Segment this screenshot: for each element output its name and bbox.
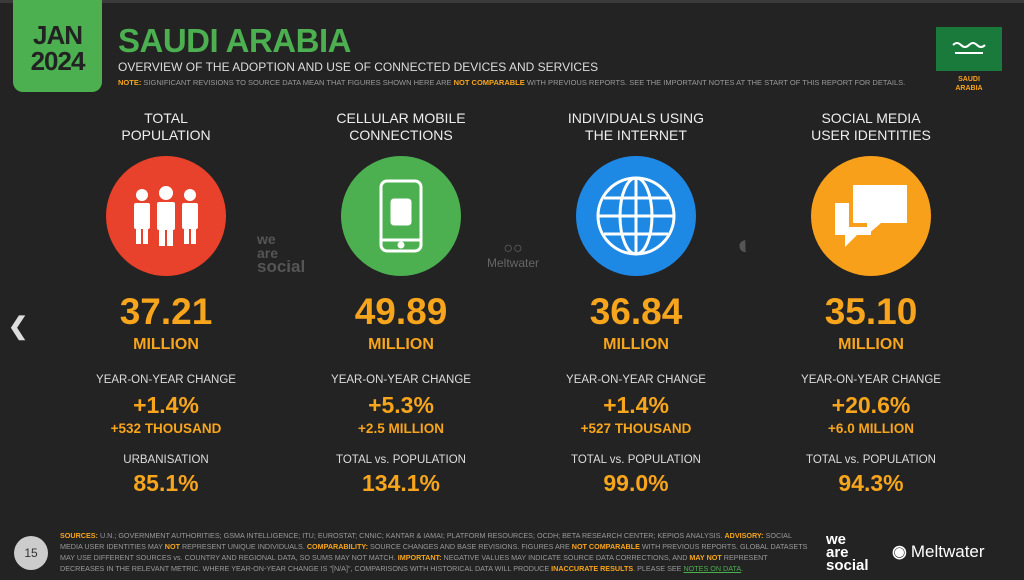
- note: NOTE: SIGNIFICANT REVISIONS TO SOURCE DA…: [118, 78, 905, 87]
- stat-value: 49.89: [354, 291, 448, 332]
- change-percent: +1.4%: [133, 392, 199, 418]
- footer-text: NOT COMPARABLE: [571, 542, 640, 551]
- stat-value: 35.10: [824, 291, 918, 332]
- logo-text: we: [826, 531, 847, 548]
- extra-value: 134.1%: [361, 470, 440, 496]
- stat-title-line: THE INTERNET: [585, 127, 687, 143]
- change-label: YEAR-ON-YEAR CHANGE: [801, 374, 941, 386]
- mobile-phone-icon: [341, 156, 461, 276]
- change-label: YEAR-ON-YEAR CHANGE: [566, 374, 706, 386]
- flag-label-line: ARABIA: [955, 85, 983, 92]
- stat-title: SOCIAL MEDIA USER IDENTITIES: [753, 110, 989, 146]
- extra-value: 99.0%: [603, 470, 669, 496]
- saudi-flag-icon: [936, 27, 1002, 71]
- logo-text: Meltwater: [910, 542, 985, 561]
- extra-value: 85.1%: [133, 470, 199, 496]
- change-label: YEAR-ON-YEAR CHANGE: [96, 374, 236, 386]
- wm-text: are: [257, 245, 279, 261]
- page-title: SAUDI ARABIA: [118, 22, 351, 59]
- notes-on-data-link[interactable]: NOTES ON DATA: [683, 564, 742, 573]
- footer-text: . PLEASE SEE: [633, 564, 684, 573]
- logo-text: are: [826, 544, 849, 561]
- logo-text: social: [826, 557, 869, 574]
- stat-title: TOTAL POPULATION: [48, 110, 284, 146]
- people-icon: [106, 156, 226, 276]
- stat-title-line: USER IDENTITIES: [811, 127, 931, 143]
- change-percent: +5.3%: [368, 392, 434, 418]
- date-year: 2024: [30, 46, 86, 76]
- note-text: SIGNIFICANT REVISIONS TO SOURCE DATA MEA…: [141, 78, 454, 87]
- sources-footer: SOURCES: U.N.; GOVERNMENT AUTHORITIES; G…: [60, 530, 812, 574]
- meltwater-watermark: ○○ Meltwater: [487, 240, 540, 271]
- stat-title: CELLULAR MOBILE CONNECTIONS: [283, 110, 519, 146]
- footer-text: ADVISORY:: [724, 531, 764, 540]
- date-month: JAN: [32, 20, 83, 50]
- stat-unit: MILLION: [838, 336, 904, 353]
- stat-total-population: TOTAL POPULATION 37.21 MILLION YEAR-ON-YE…: [48, 110, 284, 497]
- page-subtitle: OVERVIEW OF THE ADOPTION AND USE OF CONN…: [118, 60, 599, 74]
- change-percent: +1.4%: [603, 392, 669, 418]
- we-are-social-watermark: we are social: [257, 231, 306, 276]
- change-percent: +20.6%: [831, 392, 911, 418]
- change-absolute: +532 THOUSAND: [110, 421, 222, 436]
- top-bar: [0, 0, 1024, 3]
- footer-text: REPRESENT UNIQUE INDIVIDUALS.: [179, 542, 307, 551]
- extra-value: 94.3%: [838, 470, 904, 496]
- page-number: 15: [14, 536, 48, 570]
- footer-text: WITH PREVIOUS REPORTS. GLOBAL DATASETS M…: [60, 542, 808, 562]
- note-label: NOTE:: [118, 78, 142, 87]
- footer-text: INACCURATE RESULTS: [551, 564, 634, 573]
- meltwater-icon: ◉: [892, 542, 907, 561]
- wm-text: we: [257, 231, 276, 247]
- flag-label: SAUDI ARABIA: [936, 75, 1002, 93]
- extra-label: TOTAL vs. POPULATION: [336, 454, 466, 466]
- stat-title-line: POPULATION: [121, 127, 211, 143]
- stat-unit: MILLION: [368, 336, 434, 353]
- change-absolute: +2.5 MILLION: [358, 421, 444, 436]
- wm-text: social: [257, 257, 306, 276]
- stat-title-line: INDIVIDUALS USING: [567, 110, 705, 126]
- extra-label: TOTAL vs. POPULATION: [806, 454, 936, 466]
- stat-social-media-users: SOCIAL MEDIA USER IDENTITIES 35.10 MILLIO…: [753, 110, 989, 497]
- flag-label-line: SAUDI: [958, 76, 980, 83]
- footer-text: IMPORTANT:: [397, 553, 442, 562]
- chat-bubbles-icon: [811, 156, 931, 276]
- stat-internet-users: INDIVIDUALS USING THE INTERNET 36.84 MILL…: [518, 110, 754, 497]
- change-absolute: +527 THOUSAND: [580, 421, 692, 436]
- stat-title-line: CELLULAR MOBILE: [336, 110, 466, 126]
- footer-text: SOURCE CHANGES AND BASE REVISIONS. FIGUR…: [368, 542, 572, 551]
- footer-text: .: [741, 564, 744, 573]
- note-highlight: NOT COMPARABLE: [453, 78, 525, 87]
- footer-text: MAY NOT: [689, 553, 722, 562]
- datareportal-icon: ◐: [737, 229, 754, 260]
- note-text-2: WITH PREVIOUS REPORTS. SEE THE IMPORTANT…: [524, 78, 906, 87]
- footer-text: COMPARABILITY:: [306, 542, 369, 551]
- meltwater-logo: ◉ Meltwater: [892, 542, 985, 562]
- footer-text: SOCIAL MEDIA USER IDENTITIES MAY: [60, 531, 792, 551]
- stat-title-line: CONNECTIONS: [349, 127, 453, 143]
- stat-title: INDIVIDUALS USING THE INTERNET: [518, 110, 754, 146]
- footer-text: REPRESENT DECREASES IN THE RELEVANT METR…: [60, 553, 768, 573]
- extra-label: TOTAL vs. POPULATION: [571, 454, 701, 466]
- date-badge: JAN 2024: [13, 0, 102, 92]
- footer-text: SOURCES:: [60, 531, 98, 540]
- change-absolute: +6.0 MILLION: [828, 421, 914, 436]
- extra-label: URBANISATION: [123, 454, 209, 466]
- footer-text: NOT: [164, 542, 180, 551]
- stat-value: 37.21: [119, 291, 213, 332]
- stat-unit: MILLION: [133, 336, 199, 353]
- we-are-social-logo: we are social: [826, 531, 869, 574]
- stat-title-line: SOCIAL MEDIA: [821, 110, 921, 126]
- stat-value: 36.84: [589, 291, 683, 332]
- globe-icon: [576, 156, 696, 276]
- change-label: YEAR-ON-YEAR CHANGE: [331, 374, 471, 386]
- meltwater-icon: ○○: [503, 240, 523, 257]
- stat-title-line: TOTAL: [144, 110, 188, 126]
- wm-text: Meltwater: [487, 256, 540, 270]
- footer-text: NEGATIVE VALUES MAY INDICATE SOURCE DATA…: [441, 553, 690, 562]
- stat-cellular-connections: CELLULAR MOBILE CONNECTIONS 49.89 MILLION…: [283, 110, 519, 497]
- stat-unit: MILLION: [603, 336, 669, 353]
- footer-text: U.N.; GOVERNMENT AUTHORITIES; GSMA INTEL…: [97, 531, 725, 540]
- previous-slide-button[interactable]: ❮: [8, 313, 29, 340]
